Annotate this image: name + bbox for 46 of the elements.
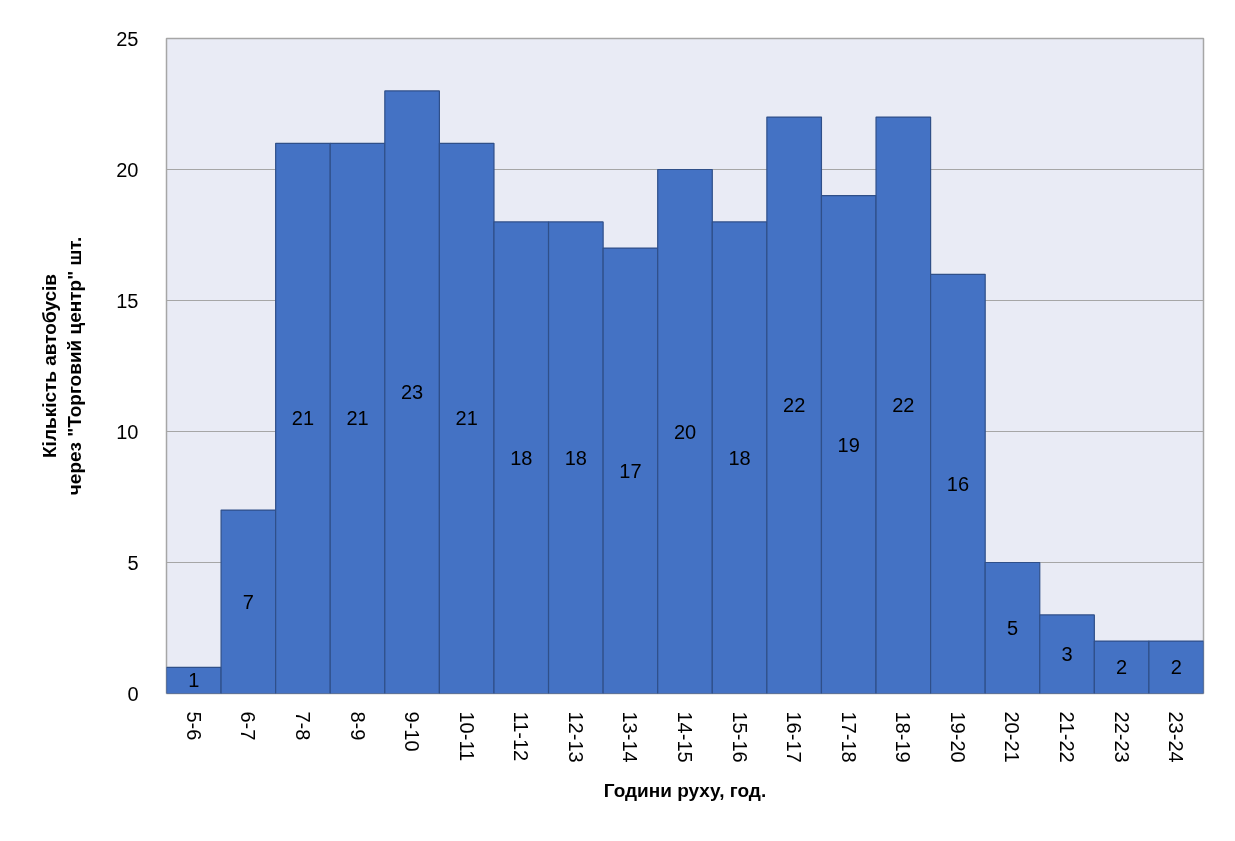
- x-axis-title: Години руху, год.: [603, 779, 767, 801]
- data-label: 2: [1170, 656, 1182, 679]
- data-label: 18: [728, 446, 751, 469]
- x-tick-label: 16-17: [783, 711, 806, 763]
- data-label: 16: [946, 472, 970, 495]
- data-label: 21: [346, 407, 369, 430]
- y-tick-label: 15: [116, 289, 139, 312]
- x-tick-label: 13-14: [619, 711, 642, 763]
- x-tick-label: 9-10: [401, 711, 424, 752]
- data-label: 22: [892, 394, 915, 417]
- x-tick-label: 8-9: [346, 711, 369, 741]
- data-label: 3: [1061, 643, 1073, 666]
- x-tick-label: 18-19: [892, 711, 915, 763]
- data-label: 20: [673, 420, 697, 443]
- x-tick-label: 21-22: [1056, 711, 1079, 763]
- data-label: 23: [400, 381, 424, 404]
- y-tick-label: 0: [127, 682, 139, 705]
- data-label: 2: [1116, 656, 1128, 679]
- x-tick-label: 17-18: [837, 711, 860, 763]
- x-tick-label: 10-11: [455, 711, 478, 762]
- data-label: 22: [783, 394, 806, 417]
- data-label: 19: [837, 433, 860, 456]
- x-tick-label: 12-13: [564, 711, 587, 763]
- x-tick-label: 5-6: [182, 711, 205, 741]
- data-label: 21: [291, 407, 315, 430]
- x-tick-label: 22-23: [1110, 711, 1133, 763]
- x-tick-label: 23-24: [1165, 711, 1188, 763]
- x-tick-label: 6-7: [237, 711, 260, 741]
- data-label: 17: [619, 459, 642, 482]
- y-axis-title: Кількість автобусів через "Торговий центр" шт.: [39, 236, 86, 496]
- x-tick-label: 15-16: [728, 711, 751, 763]
- y-tick-label: 25: [116, 27, 139, 50]
- data-label: 7: [242, 590, 254, 613]
- data-label: 18: [510, 446, 533, 469]
- data-label: 18: [564, 446, 587, 469]
- data-label: 21: [455, 407, 478, 430]
- data-label: 5: [1006, 617, 1019, 639]
- x-tick-label: 11-12: [510, 711, 533, 762]
- x-tick-label: 20-21: [1001, 711, 1024, 763]
- x-tick-label: 19-20: [946, 711, 969, 763]
- x-tick-label: 14-15: [674, 711, 696, 763]
- y-tick-label: 10: [116, 420, 139, 443]
- x-tick-label: 7-8: [291, 711, 314, 741]
- y-tick-label: 5: [127, 551, 139, 574]
- y-tick-label: 20: [116, 158, 139, 181]
- data-label: 1: [188, 669, 200, 692]
